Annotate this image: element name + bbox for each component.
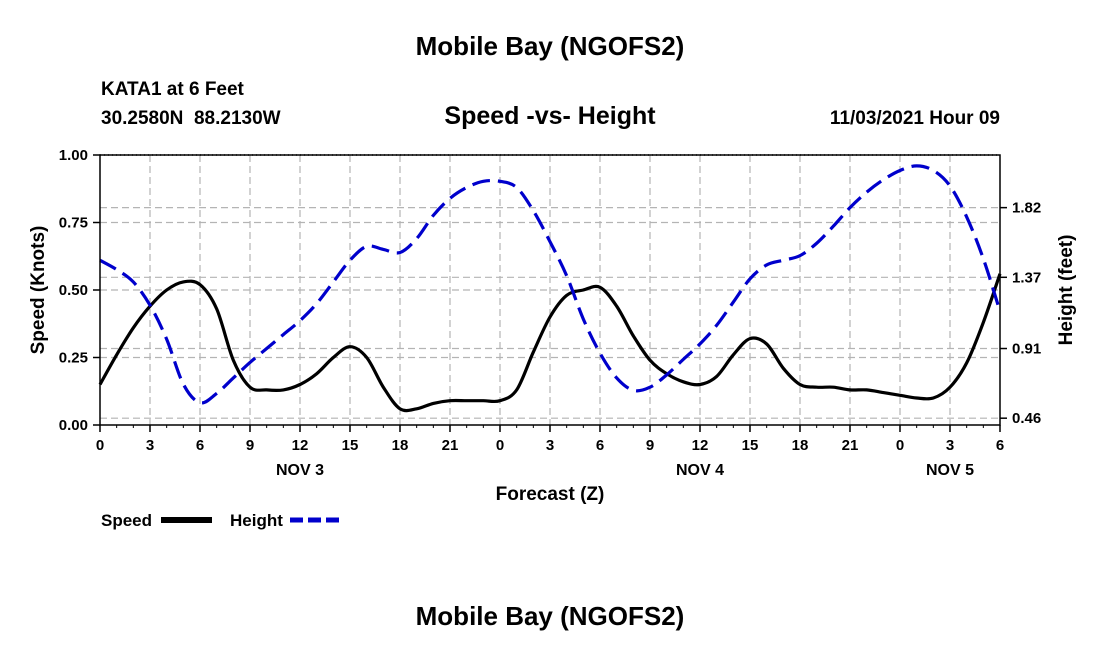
x-tick-label: 12 [692, 437, 709, 454]
x-tick-label: 18 [792, 437, 809, 454]
page-title-bottom: Mobile Bay (NGOFS2) [416, 601, 685, 631]
x-tick-label: 15 [742, 437, 759, 454]
x-tick-label: 6 [596, 437, 604, 454]
x-tick-label: 0 [896, 437, 904, 454]
x-tick-label: 6 [196, 437, 204, 454]
y-tick-label: 0.75 [59, 215, 88, 232]
y-tick-label: 1.00 [59, 147, 88, 164]
y2-axis-label: Height (feet) [1056, 235, 1077, 346]
x-tick-label: 18 [392, 437, 409, 454]
x-tick-label: 0 [496, 437, 504, 454]
y-tick-label: 0.00 [59, 417, 88, 434]
y2-tick-label: 0.91 [1012, 341, 1041, 358]
axes: 0 3 6 9 12 15 18 21 0 3 6 9 12 15 18 21 0 3 6 0.00 0.25 0.50 0… [59, 147, 1041, 479]
page-title-top: Mobile Bay (NGOFS2) [416, 31, 685, 61]
x-tick-label: 15 [342, 437, 359, 454]
station-label: KATA1 at 6 Feet [101, 79, 245, 100]
x-tick-label: 6 [996, 437, 1004, 454]
series-line-height [99, 164, 1002, 405]
x-tick-label: 9 [646, 437, 654, 454]
y2-tick-label: 1.37 [1012, 269, 1041, 286]
x-day-label: NOV 3 [276, 462, 324, 479]
x-tick-label: 3 [946, 437, 954, 454]
x-tick-label: 9 [246, 437, 254, 454]
x-day-label: NOV 5 [926, 462, 974, 479]
x-tick-label: 0 [96, 437, 104, 454]
legend-height-label: Height [230, 511, 283, 530]
y2-tick-label: 0.46 [1012, 410, 1041, 427]
legend-speed-label: Speed [101, 511, 152, 530]
coordinates-label: 30.2580N 88.2130W [101, 108, 281, 129]
y-tick-label: 0.50 [59, 282, 88, 299]
x-tick-label: 21 [842, 437, 859, 454]
x-tick-label: 3 [146, 437, 154, 454]
datetime-label: 11/03/2021 Hour 09 [830, 108, 1000, 129]
y2-tick-label: 1.82 [1012, 200, 1041, 217]
x-tick-label: 21 [442, 437, 459, 454]
legend: Speed Height [101, 511, 343, 530]
series-line-speed [98, 273, 1002, 413]
y-axis-label: Speed (Knots) [28, 226, 49, 355]
x-axis-label: Forecast (Z) [496, 484, 605, 505]
chart-subtitle: Speed -vs- Height [444, 102, 656, 130]
grid-lines [100, 155, 1000, 425]
y-tick-label: 0.25 [59, 350, 88, 367]
x-tick-label: 3 [546, 437, 554, 454]
x-day-label: NOV 4 [676, 462, 724, 479]
x-tick-label: 12 [292, 437, 309, 454]
series-lines [98, 164, 1002, 413]
